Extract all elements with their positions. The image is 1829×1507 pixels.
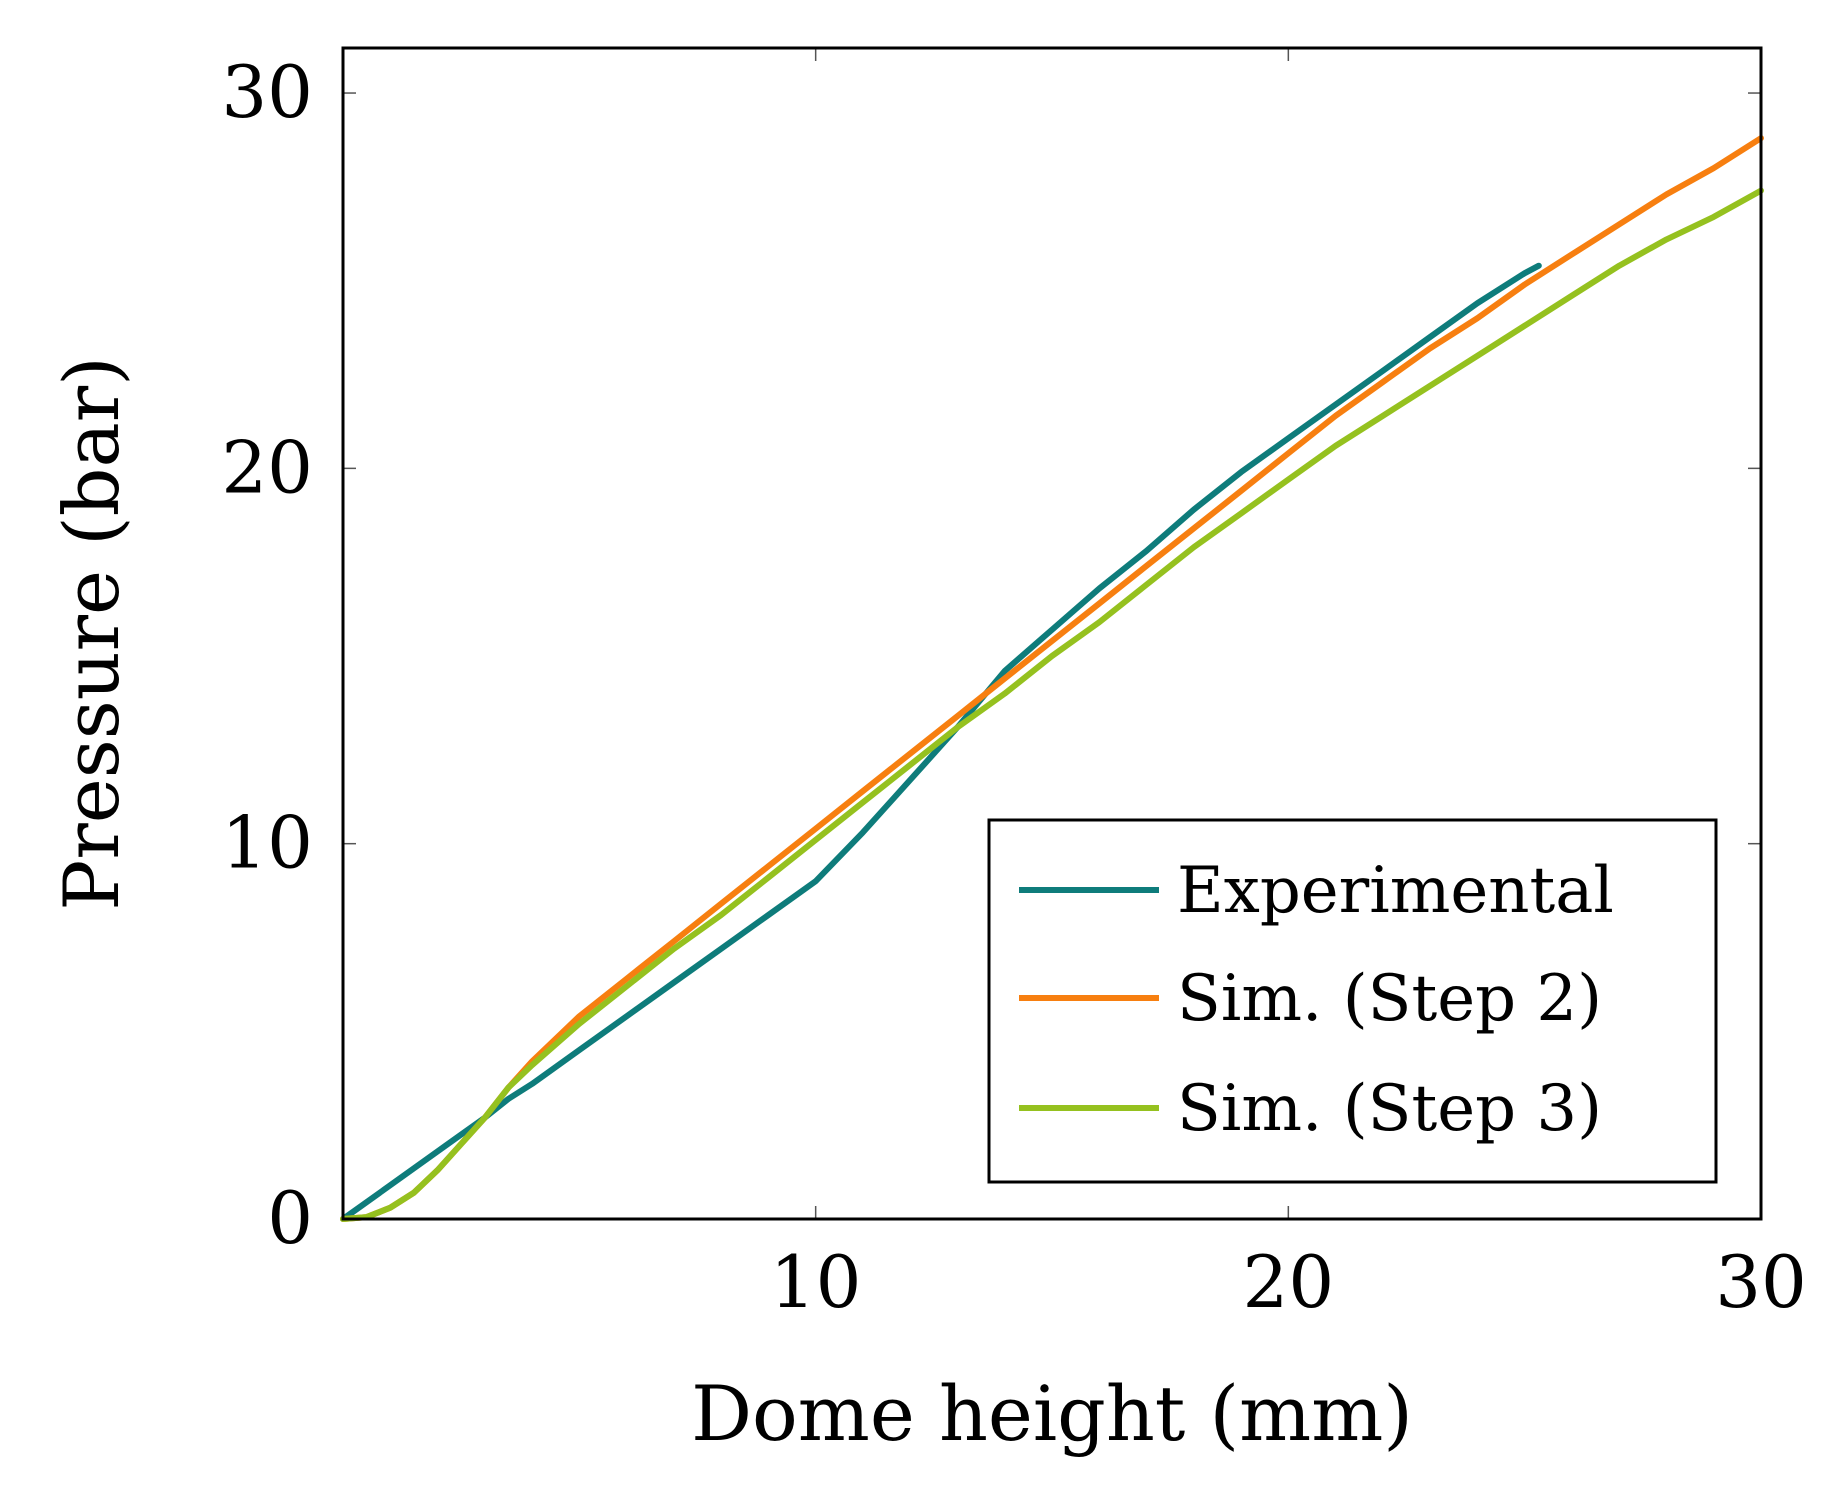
x-tick-label: 20: [1243, 1240, 1335, 1324]
y-tick-label: 20: [221, 425, 313, 509]
legend-label-sim-step-2: Sim. (Step 2): [1177, 962, 1602, 1036]
ticks-layer: 10 20 30 0 10 20 30: [221, 48, 1807, 1324]
series-layer: [340, 135, 1764, 1222]
x-tick-label: 30: [1715, 1240, 1807, 1324]
plot-frame: [341, 46, 1763, 1221]
y-axis-label: Pressure (bar): [47, 356, 136, 910]
x-tick-label: 10: [770, 1240, 862, 1324]
y-tick-label: 30: [221, 50, 313, 134]
y-tick-label: 10: [221, 801, 313, 885]
series-line-2: [340, 187, 1764, 1222]
legend-label-experimental: Experimental: [1177, 854, 1614, 928]
legend: Experimental Sim. (Step 2) Sim. (Step 3): [987, 818, 1718, 1184]
legend-label-sim-step-3: Sim. (Step 3): [1177, 1072, 1602, 1146]
series-line-0: [340, 262, 1542, 1222]
x-axis-label: Dome height (mm): [691, 1369, 1413, 1458]
y-tick-label: 0: [267, 1176, 313, 1260]
